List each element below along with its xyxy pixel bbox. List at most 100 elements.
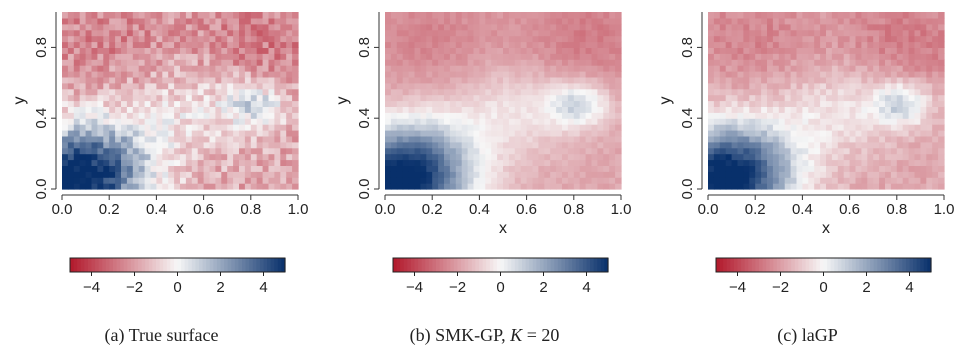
- heatmap-cell: [97, 35, 104, 43]
- heatmap-cell: [197, 112, 205, 119]
- heatmap-cell: [725, 141, 733, 149]
- heatmap-cell: [843, 17, 851, 25]
- heatmap-cell: [550, 71, 557, 78]
- heatmap-cell: [262, 53, 270, 60]
- heatmap-cell: [286, 94, 293, 102]
- x-tick-label: 0.2: [422, 201, 443, 218]
- heatmap-cell: [550, 118, 557, 125]
- heatmap-cell: [168, 29, 175, 37]
- heatmap-cell: [902, 100, 910, 107]
- heatmap-cell: [402, 35, 410, 43]
- heatmap-cell: [609, 147, 616, 155]
- heatmap-cell: [867, 76, 874, 84]
- heatmap-cell: [579, 124, 587, 131]
- heatmap-cell: [556, 124, 563, 131]
- heatmap-cell: [109, 47, 116, 54]
- heatmap-cell: [867, 165, 874, 172]
- heatmap-cell: [831, 47, 839, 54]
- heatmap-cell: [820, 100, 827, 107]
- heatmap-cell: [121, 59, 128, 66]
- heatmap-cell: [708, 106, 715, 113]
- heatmap-cell: [609, 47, 616, 54]
- heatmap-cell: [802, 106, 809, 113]
- heatmap-cell: [932, 147, 939, 155]
- heatmap-cell: [526, 130, 534, 137]
- heatmap-cell: [778, 124, 786, 131]
- heatmap-cell: [867, 53, 874, 60]
- heatmap-cell: [761, 12, 768, 19]
- heatmap-cell: [849, 147, 857, 155]
- heatmap-cell: [526, 12, 534, 19]
- heatmap-cell: [73, 106, 81, 113]
- heatmap-cell: [203, 12, 211, 19]
- heatmap-cell: [603, 124, 610, 131]
- heatmap-cell: [567, 118, 575, 125]
- colorbar-tick-label: −4: [729, 279, 746, 296]
- heatmap-cell: [885, 76, 892, 84]
- heatmap-cell: [444, 88, 451, 96]
- heatmap-cell: [820, 47, 827, 54]
- heatmap-cell: [221, 82, 228, 90]
- heatmap-cell: [396, 82, 404, 90]
- heatmap-cell: [479, 82, 486, 90]
- heatmap-cell: [274, 112, 281, 119]
- heatmap-cell: [808, 100, 815, 107]
- heatmap-cell: [837, 88, 845, 96]
- heatmap-cell: [268, 41, 275, 48]
- heatmap-cell: [461, 171, 469, 178]
- heatmap-cell: [197, 171, 205, 178]
- colorbar-tick-label: −2: [126, 279, 143, 296]
- heatmap-cell: [132, 23, 140, 31]
- heatmap-cell: [849, 171, 857, 178]
- heatmap-cell: [461, 88, 469, 96]
- heatmap-cell: [132, 135, 140, 143]
- colorbar-step: [543, 258, 548, 272]
- colorbar-step: [905, 258, 911, 272]
- heatmap-cell: [244, 71, 252, 78]
- heatmap-cell: [103, 71, 110, 78]
- heatmap-cell: [467, 135, 475, 143]
- heatmap-cell: [432, 76, 439, 84]
- heatmap-cell: [737, 59, 744, 66]
- heatmap-cell: [473, 47, 480, 54]
- heatmap-cell: [144, 88, 152, 96]
- heatmap-cell: [896, 124, 904, 131]
- heatmap-cell: [292, 171, 299, 178]
- heatmap-cell: [402, 159, 410, 166]
- heatmap-cell: [585, 177, 593, 184]
- heatmap-cell: [174, 23, 181, 31]
- heatmap-cell: [115, 29, 122, 37]
- heatmap-cell: [562, 165, 569, 172]
- heatmap-cell: [873, 112, 880, 119]
- heatmap-cell: [861, 118, 868, 125]
- colorbar-step: [719, 258, 724, 272]
- heatmap-cell: [808, 124, 815, 131]
- heatmap-cell: [138, 147, 146, 155]
- heatmap-cell: [843, 159, 851, 166]
- heatmap-cell: [497, 135, 504, 143]
- heatmap-cell: [526, 41, 534, 48]
- heatmap-cell: [91, 65, 98, 72]
- heatmap-cell: [508, 112, 516, 119]
- heatmap-cell: [826, 88, 833, 96]
- heatmap-cell: [432, 71, 439, 78]
- heatmap-cell: [209, 141, 216, 149]
- heatmap-cell: [497, 183, 504, 190]
- heatmap-cell: [784, 183, 792, 190]
- heatmap-cell: [914, 17, 921, 25]
- heatmap-cell: [109, 147, 116, 155]
- heatmap-cell: [479, 29, 486, 37]
- heatmap-cell: [385, 141, 392, 149]
- heatmap-cell: [796, 82, 803, 90]
- heatmap-cell: [585, 12, 593, 19]
- heatmap-cell: [79, 94, 87, 102]
- heatmap-cell: [914, 141, 921, 149]
- heatmap-cell: [591, 171, 598, 178]
- heatmap-cell: [473, 41, 480, 48]
- heatmap-cell: [491, 94, 498, 102]
- heatmap-cell: [755, 94, 762, 102]
- heatmap-cell: [115, 71, 122, 78]
- heatmap-cell: [138, 82, 146, 90]
- heatmap-cell: [432, 124, 439, 131]
- heatmap-cell: [914, 147, 921, 155]
